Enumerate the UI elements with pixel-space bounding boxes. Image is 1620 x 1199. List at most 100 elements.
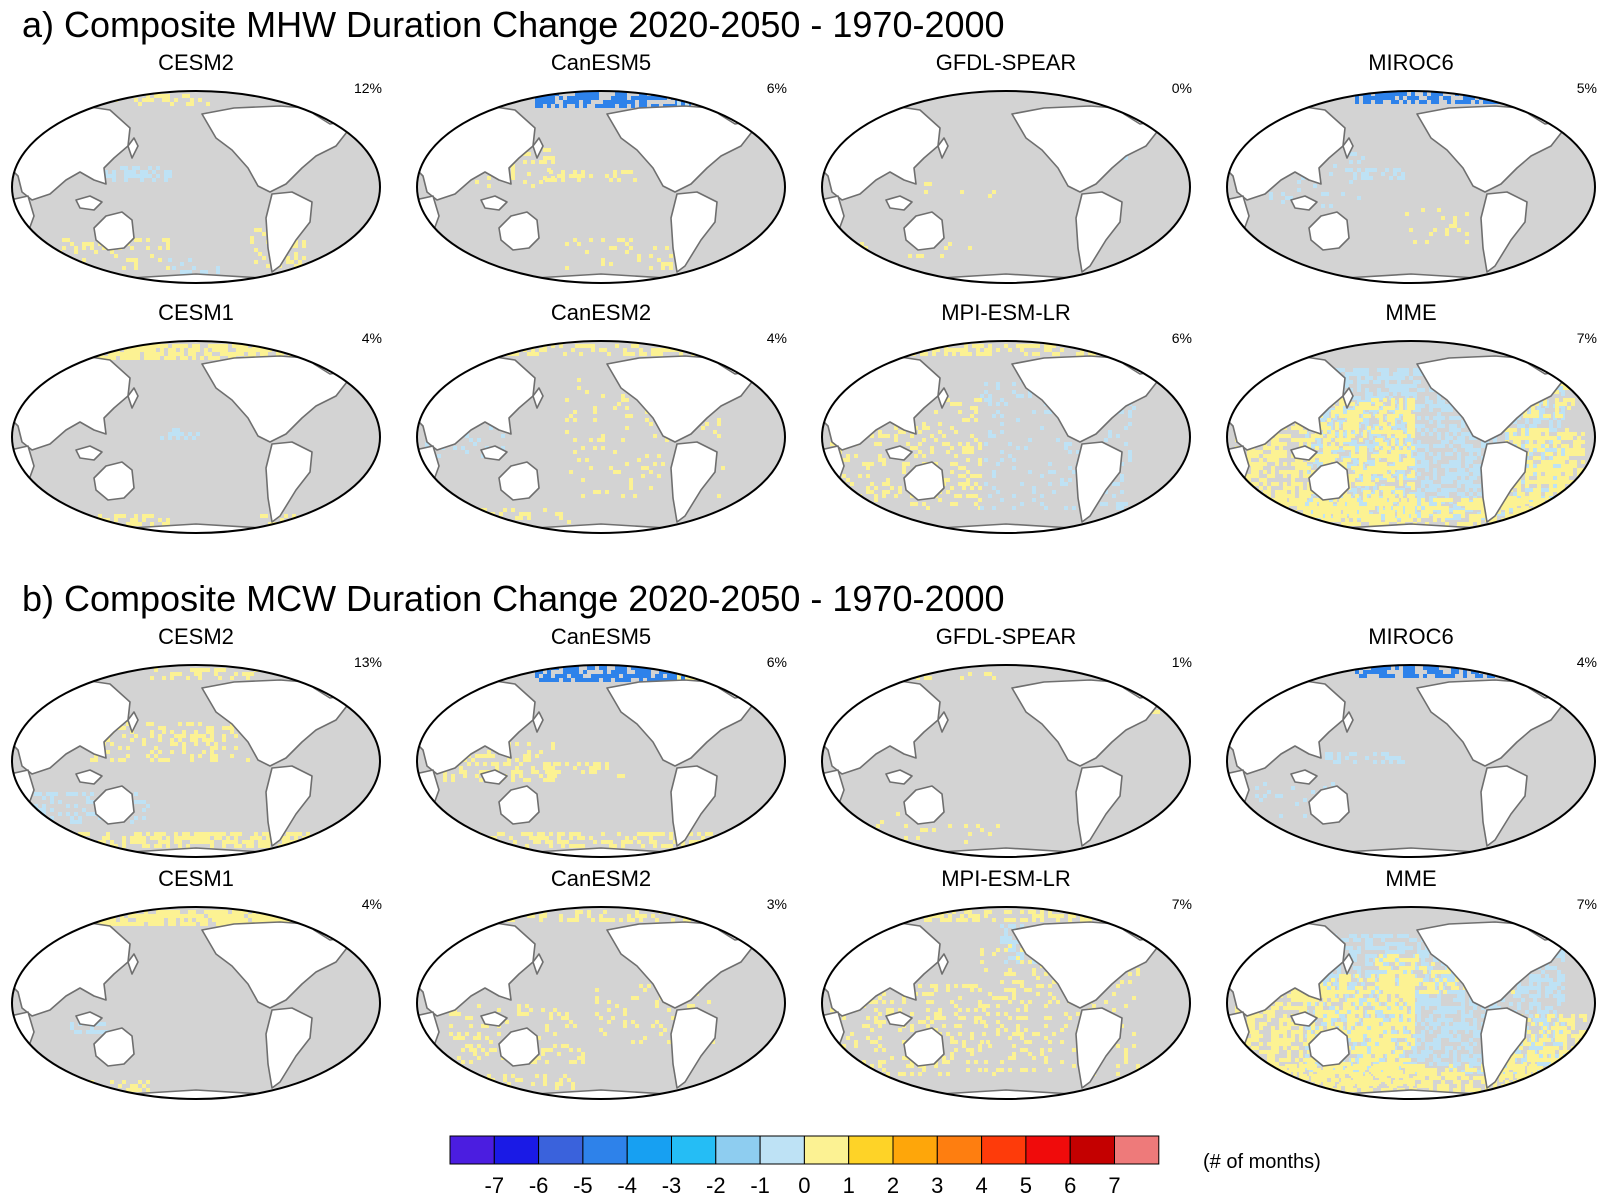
- anomaly-cell: [679, 344, 683, 348]
- anomaly-cell: [1279, 470, 1283, 474]
- anomaly-cell: [166, 246, 170, 250]
- anomaly-cell: [216, 348, 220, 352]
- anomaly-cell: [1555, 406, 1559, 410]
- anomaly-cell: [1349, 522, 1353, 526]
- anomaly-cell: [1401, 384, 1405, 388]
- anomaly-cell: [1293, 514, 1297, 518]
- anomaly-cell: [1413, 392, 1417, 396]
- anomaly-cell: [1056, 438, 1060, 442]
- anomaly-cell: [723, 352, 727, 356]
- anomaly-cell: [258, 844, 262, 848]
- anomaly-cell: [1060, 478, 1064, 482]
- anomaly-cell: [471, 348, 475, 352]
- anomaly-cell: [976, 344, 980, 348]
- anomaly-cell: [260, 514, 264, 518]
- anomaly-cell: [1385, 392, 1389, 396]
- anomaly-cell: [1359, 450, 1363, 454]
- anomaly-cell: [1397, 514, 1401, 518]
- anomaly-cell: [1389, 388, 1393, 392]
- ocean-field: [12, 665, 380, 857]
- anomaly-cell: [1417, 488, 1421, 492]
- anomaly-cell: [166, 836, 170, 840]
- anomaly-cell: [1445, 432, 1449, 436]
- anomaly-cell: [611, 96, 615, 100]
- anomaly-cell: [164, 170, 168, 174]
- anomaly-cell: [1399, 490, 1403, 494]
- anomaly-cell: [1383, 450, 1387, 454]
- anomaly-cell: [1413, 368, 1417, 372]
- anomaly-cell: [1525, 436, 1529, 440]
- anomaly-cell: [846, 454, 850, 458]
- anomaly-cell: [1299, 490, 1303, 494]
- anomaly-cell: [597, 438, 601, 442]
- anomaly-cell: [661, 262, 665, 266]
- anomaly-cell: [1521, 424, 1525, 428]
- anomaly-cell: [653, 434, 657, 438]
- map-panel-a-mme: MME 7%: [1215, 300, 1607, 540]
- anomaly-cell: [1565, 448, 1569, 452]
- anomaly-cell: [266, 264, 270, 268]
- anomaly-cell: [1407, 494, 1411, 498]
- anomaly-cell: [1251, 462, 1255, 466]
- anomaly-cell: [1529, 514, 1533, 518]
- anomaly-cell: [539, 160, 543, 164]
- panel-model-name: CESM1: [158, 300, 234, 325]
- anomaly-cell: [1437, 420, 1441, 424]
- anomaly-cell: [1397, 372, 1401, 376]
- anomaly-cell: [1561, 448, 1565, 452]
- anomaly-cell: [1487, 100, 1491, 104]
- anomaly-cell: [106, 750, 110, 754]
- anomaly-cell: [643, 104, 647, 108]
- anomaly-cell: [1365, 368, 1369, 372]
- anomaly-cell: [711, 100, 715, 104]
- anomaly-cell: [164, 174, 168, 178]
- anomaly-cell: [1577, 440, 1581, 444]
- anomaly-cell: [970, 414, 974, 418]
- anomaly-cell: [1100, 502, 1104, 506]
- anomaly-cell: [1411, 426, 1415, 430]
- anomaly-cell: [1269, 196, 1273, 200]
- anomaly-cell: [244, 348, 248, 352]
- anomaly-cell: [72, 348, 76, 352]
- anomaly-cell: [1445, 476, 1449, 480]
- anomaly-cell: [1533, 456, 1537, 460]
- anomaly-cell: [224, 344, 228, 348]
- anomaly-cell: [1391, 470, 1395, 474]
- panel-percent-label: 12%: [353, 80, 382, 96]
- anomaly-cell: [1531, 410, 1535, 414]
- anomaly-cell: [1239, 506, 1243, 510]
- anomaly-cell: [1355, 96, 1359, 100]
- anomaly-cell: [1573, 444, 1577, 448]
- anomaly-cell: [1425, 514, 1429, 518]
- anomaly-cell: [70, 836, 74, 840]
- anomaly-cell: [1545, 428, 1549, 432]
- anomaly-cell: [1545, 444, 1549, 448]
- anomaly-cell: [130, 246, 134, 250]
- anomaly-cell: [214, 836, 218, 840]
- anomaly-cell: [1235, 502, 1239, 506]
- anomaly-cell: [1537, 436, 1541, 440]
- anomaly-cell: [1553, 522, 1557, 526]
- anomaly-cell: [589, 466, 593, 470]
- anomaly-cell: [1493, 518, 1497, 522]
- anomaly-cell: [1421, 492, 1425, 496]
- continent-africa: [417, 195, 440, 251]
- anomaly-cell: [210, 844, 214, 848]
- anomaly-cell: [1349, 372, 1353, 376]
- anomaly-cell: [80, 356, 84, 360]
- anomaly-cell: [1387, 414, 1391, 418]
- anomaly-cell: [1040, 474, 1044, 478]
- anomaly-cell: [1325, 510, 1329, 514]
- anomaly-cell: [551, 176, 555, 180]
- anomaly-cell: [1549, 448, 1553, 452]
- anomaly-cell: [1363, 470, 1367, 474]
- anomaly-cell: [208, 352, 212, 356]
- anomaly-cell: [609, 246, 613, 250]
- anomaly-cell: [262, 840, 266, 844]
- anomaly-cell: [671, 92, 675, 96]
- anomaly-cell: [194, 730, 198, 734]
- anomaly-cell: [721, 466, 725, 470]
- anomaly-cell: [252, 352, 256, 356]
- anomaly-cell: [1373, 168, 1377, 172]
- anomaly-cell: [228, 352, 232, 356]
